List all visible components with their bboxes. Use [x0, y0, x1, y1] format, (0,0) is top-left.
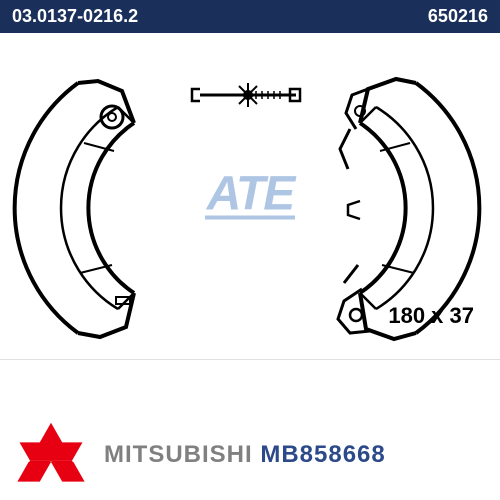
- left-brake-shoe: [15, 81, 134, 337]
- brand-name: MITSUBISHI: [104, 441, 253, 468]
- right-brake-shoe: [338, 79, 479, 339]
- footer-bar: MITSUBISHI MB858668: [0, 410, 500, 500]
- diagram-container: 03.0137-0216.2 650216: [0, 0, 500, 360]
- diagram-area: ATE 180 x 37: [0, 33, 500, 353]
- watermark-logo: ATE: [205, 167, 295, 220]
- adjuster-assembly: [192, 83, 300, 107]
- product-code: 650216: [428, 6, 488, 27]
- watermark-text: ATE: [205, 167, 295, 222]
- header-bar: 03.0137-0216.2 650216: [0, 0, 500, 33]
- reference-number: 03.0137-0216.2: [12, 6, 138, 27]
- mitsubishi-logo-icon: [16, 420, 86, 490]
- part-number: MB858668: [260, 441, 385, 468]
- dimension-label: 180 x 37: [388, 303, 474, 329]
- footer-text: MITSUBISHI MB858668: [104, 441, 386, 469]
